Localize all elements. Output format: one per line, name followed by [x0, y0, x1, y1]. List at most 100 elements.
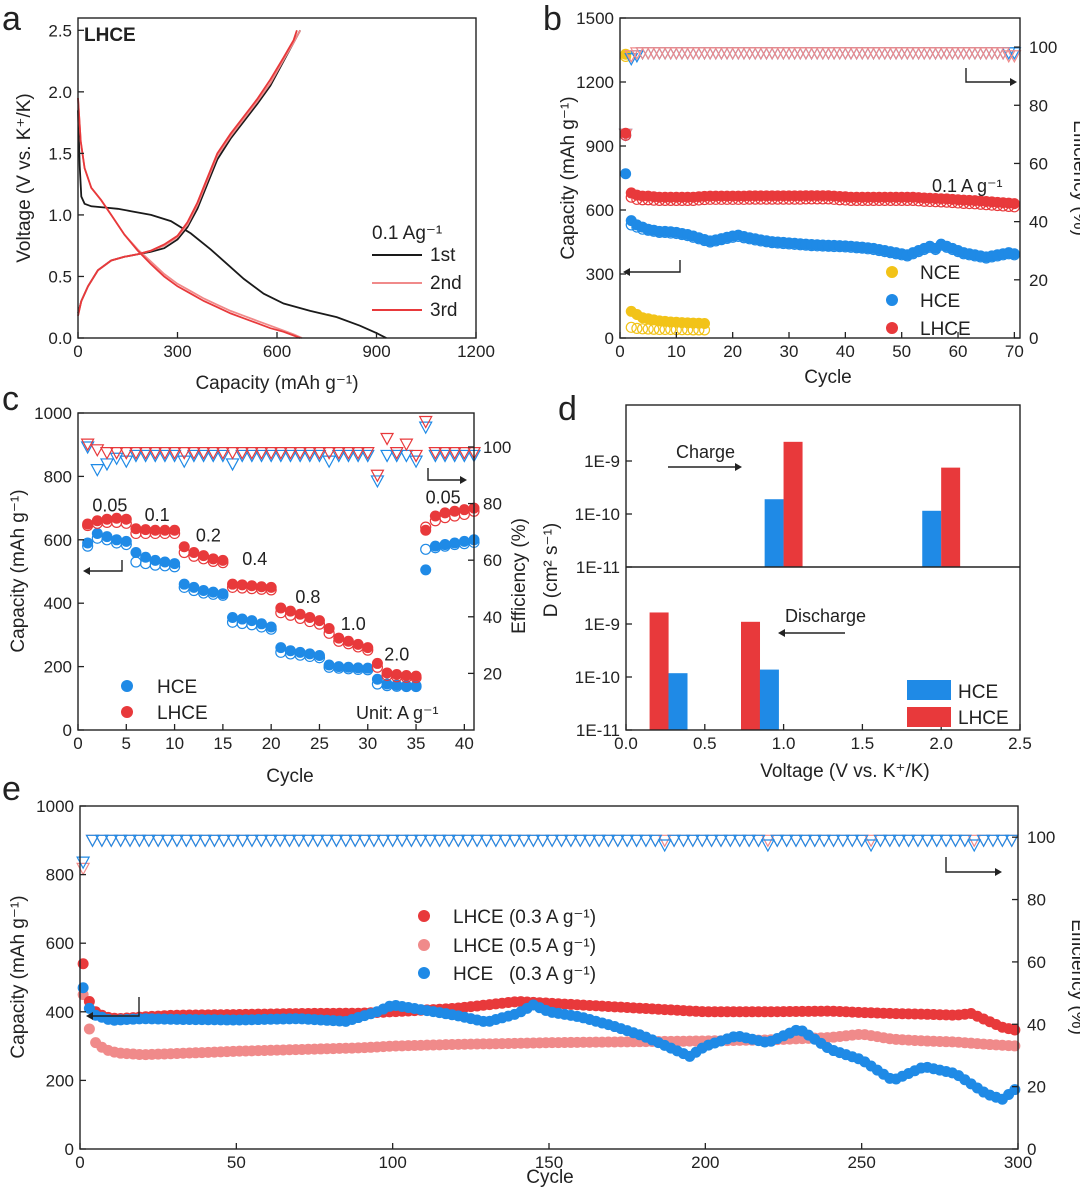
panel-b-y2tick-label: 40: [1029, 213, 1048, 232]
panel-e-efficiency-hce: [864, 839, 879, 853]
panel-e-xtick-label: 300: [1004, 1153, 1032, 1172]
panel-e-efficiency-hce: [94, 834, 109, 848]
panel-c-efficiency-hce: [370, 475, 385, 489]
panel-c-charge-hce: [323, 659, 335, 671]
panel-e-xtick-label: 200: [691, 1153, 719, 1172]
panel-e-efficiency-hce: [488, 834, 503, 848]
panel-e-efficiency-hce: [207, 834, 222, 848]
panel-c-efficiency-hce: [351, 449, 366, 463]
panel-c-efficiency-lhce: [409, 449, 424, 463]
panel-c-charge-lhce: [284, 605, 296, 617]
panel-e-efficiency-hce: [423, 834, 438, 848]
panel-c-charge-lhce: [323, 623, 335, 635]
panel-c-legend-lhce: LHCE: [157, 703, 208, 724]
panel-e-efficiency-hce: [395, 834, 410, 848]
panel-c-charge-hce: [439, 539, 451, 551]
panel-c-y2label: Efficiency (%): [509, 518, 530, 634]
panel-c-unit-label: Unit: A g⁻¹: [356, 703, 439, 723]
panel-c-efficiency-hce: [157, 449, 172, 463]
panel-c-ytick-label: 600: [44, 531, 72, 550]
panel-d-bar-discharge-hce: [668, 673, 688, 730]
panel-c-charge-lhce: [342, 635, 354, 647]
panel-c-ticks: 0 5 10 15 20 25 30 35 40020040060080010002040608…: [34, 404, 511, 753]
panel-e-efficiency-hce: [198, 834, 213, 848]
panel-e-efficiency-hce: [244, 834, 259, 848]
panel-e-efficiency-hce: [779, 834, 794, 848]
panel-c-charge-hce: [120, 535, 132, 547]
panel-b-xtick-label: 10: [667, 342, 686, 361]
panel-a-letter: a: [2, 0, 21, 38]
panel-b-charge-hce: [620, 168, 632, 180]
panel-c-efficiency-hce: [447, 449, 462, 463]
panel-c-efficiency-lhce: [302, 447, 317, 460]
panel-c-y2tick-label: 20: [483, 664, 502, 683]
panel-c-efficiency-lhce: [389, 447, 404, 460]
panel-e-efficiency-hce: [516, 834, 531, 848]
panel-c-ytick-label: 1000: [34, 404, 72, 423]
panel-c-efficiency-lhce: [254, 447, 269, 460]
panel-c-ylabel: Capacity (mAh g⁻¹): [8, 489, 29, 652]
panel-e-efficiency-hce: [995, 834, 1010, 848]
panel-c-efficiency-lhce: [196, 447, 211, 460]
panel-e-xtick-label: 150: [535, 1153, 563, 1172]
panel-e-legend-marker-lhce-03: [418, 910, 430, 922]
panel-b-marks: [618, 47, 1022, 336]
panel-e-y2tick-label: 100: [1027, 828, 1055, 847]
panel-e-efficiency-hce: [526, 834, 541, 848]
panel-c-legend: HCE LHCE: [121, 677, 208, 724]
panel-e-efficiency-hce: [460, 834, 475, 848]
panel-d-discharge-label: Discharge: [785, 606, 866, 626]
panel-e-efficiency-hce: [413, 834, 428, 848]
panel-c-charge-lhce: [130, 523, 142, 535]
panel-b-ylabel: Capacity (mAh g⁻¹): [558, 96, 579, 259]
panel-c-charge-lhce: [111, 512, 123, 524]
panel-c-charge-hce: [304, 648, 316, 660]
panel-e-xtick-label: 0: [75, 1153, 84, 1172]
panel-e-y2tick-label: 20: [1027, 1078, 1046, 1097]
panel-e-ytick-label: 0: [65, 1140, 74, 1159]
panel-c-y2tick-label: 40: [483, 608, 502, 627]
panel-e-efficiency-hce: [385, 834, 400, 848]
panel-d-ytick-label: 1E-10: [575, 668, 620, 687]
panel-e-efficiency-hce: [123, 834, 138, 848]
panel-c-xtick-label: 30: [358, 734, 377, 753]
panel-c-efficiency-lhce: [235, 447, 250, 460]
panel-e-efficiency-hce: [329, 834, 344, 848]
panel-e-efficiency-hce: [132, 834, 147, 848]
panel-d-xtick-label: 2.0: [929, 734, 953, 753]
panel-c-rate-label: 0.05: [92, 495, 127, 515]
panel-b-xtick-label: 50: [892, 342, 911, 361]
panel-c-charge-hce: [391, 679, 403, 691]
panel-c-charge-hce: [217, 588, 229, 600]
panel-b-legend-marker-nce: [886, 266, 898, 278]
panel-d-bar-discharge-hce: [759, 669, 779, 730]
panel-c-xtick-label: 40: [455, 734, 474, 753]
panel-c-efficiency-lhce: [128, 447, 143, 460]
panel-e-efficiency-hce: [254, 834, 269, 848]
panel-c-efficiency-lhce: [186, 447, 201, 460]
panel-e-efficiency-hce: [470, 834, 485, 848]
panel-e-y2label: Efficiency (%): [1067, 919, 1080, 1035]
panel-c-efficiency-hce: [428, 449, 443, 463]
panel-e-efficiency-hce: [563, 834, 578, 848]
panel-e-efficiency-hce: [732, 834, 747, 848]
panel-c-efficiency-lhce: [438, 447, 453, 460]
panel-e-efficiency-hce: [348, 834, 363, 848]
panel-c-efficiency-hce: [283, 449, 298, 463]
panel-e-xtick-label: 100: [378, 1153, 406, 1172]
panel-c-efficiency-hce: [186, 449, 201, 463]
panel-e-efficiency-hce: [160, 834, 175, 848]
panel-c-charge-lhce: [410, 670, 422, 682]
panel-e-efficiency-hce: [770, 834, 785, 848]
panel-e-y2tick-label: 60: [1027, 953, 1046, 972]
panel-e-efficiency-hce: [104, 834, 119, 848]
panel-c-efficiency-hce: [215, 449, 230, 463]
panel-e-efficiency-hce: [535, 834, 550, 848]
panel-c-efficiency-lhce: [99, 447, 114, 460]
panel-e-efficiency-hce: [366, 834, 381, 848]
panel-c-efficiency-hce: [206, 449, 221, 463]
panel-d-ytick-label: 1E-9: [584, 452, 620, 471]
panel-b-efficiency-lhce: [1007, 50, 1022, 64]
panel-b-efficiency-lhce: [624, 50, 639, 64]
